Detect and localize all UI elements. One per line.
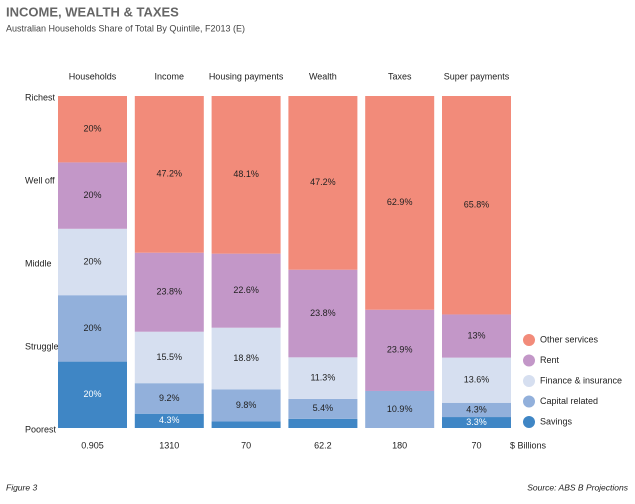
bar-segment (442, 96, 511, 315)
column-header: Income (155, 71, 185, 81)
legend-label: Capital related (540, 396, 598, 406)
bar-segment (134, 413, 204, 428)
figure-label: Figure 3 (6, 482, 37, 492)
bar-segment (288, 96, 358, 270)
bar-segment (288, 357, 358, 399)
value-label: 22.6% (233, 285, 259, 295)
bar-segment (442, 314, 511, 358)
bar-segment (442, 357, 511, 403)
source: Source: ABS B Projections (527, 482, 629, 492)
value-label: 4.3% (466, 404, 487, 414)
bar-segment (442, 417, 511, 428)
value-label: 13% (467, 330, 485, 340)
bar-segment (365, 390, 435, 428)
column-total: 0.905 (81, 440, 104, 450)
column-header: Wealth (309, 71, 337, 81)
legend-swatch (523, 375, 535, 387)
quintile-label: Well off (25, 175, 55, 185)
legend-swatch (523, 395, 535, 408)
bar-segment (288, 418, 358, 428)
column-header: Households (69, 71, 117, 81)
legend-label: Other services (540, 334, 599, 344)
column-header: Super payments (444, 71, 510, 81)
value-label: 20% (83, 124, 101, 134)
bar-segment (58, 228, 127, 296)
value-label: 47.2% (157, 169, 183, 179)
quintile-label: Struggle (25, 341, 59, 351)
quintile-label: Middle (25, 258, 52, 268)
totals-unit: $ Billions (510, 440, 547, 450)
value-label: 9.2% (159, 393, 180, 403)
quintile-label: Poorest (25, 424, 57, 434)
quintile-label: Richest (25, 92, 56, 102)
value-label: 3.3% (466, 417, 487, 427)
value-label: 20% (83, 323, 101, 333)
value-label: 10.9% (387, 404, 413, 414)
value-label: 11.3% (310, 373, 335, 383)
value-label: 4.3% (159, 415, 180, 425)
bar-segment (211, 389, 281, 422)
bar-segment (58, 295, 127, 362)
column-total: 180 (392, 440, 407, 450)
bar-segment (288, 398, 358, 419)
chart-subtitle: Australian Households Share of Total By … (6, 23, 245, 33)
bar-segment (211, 96, 281, 254)
value-label: 23.9% (387, 345, 413, 355)
value-label: 5.4% (313, 403, 334, 413)
value-label: 18.8% (233, 353, 259, 363)
column-total: 70 (241, 440, 251, 450)
bar-segment (211, 421, 281, 428)
chart-title: INCOME, WEALTH & TAXES (6, 4, 179, 19)
bar-segment (134, 252, 204, 332)
legend-label: Rent (540, 355, 560, 365)
legend-label: Savings (540, 416, 573, 426)
value-label: 13.6% (464, 375, 490, 385)
column-total: 1310 (159, 440, 179, 450)
bar-segment (211, 327, 281, 390)
column-header: Housing payments (209, 71, 284, 81)
bar-segment (365, 96, 435, 310)
value-label: 15.5% (157, 352, 183, 362)
value-label: 20% (83, 190, 101, 200)
bar-segment (134, 331, 204, 384)
bar-segment (134, 96, 204, 253)
bar-segment (58, 162, 127, 229)
column-header: Taxes (388, 71, 412, 81)
bar-segment (442, 402, 511, 418)
value-label: 23.8% (310, 308, 336, 318)
column-total: 70 (471, 440, 481, 450)
value-label: 9.8% (236, 400, 257, 410)
bar-segment (211, 253, 281, 328)
value-label: 48.1% (233, 169, 259, 179)
value-label: 47.2% (310, 177, 336, 187)
bar-segment (58, 96, 127, 163)
bar-segment (365, 309, 435, 391)
bar-segment (134, 383, 204, 414)
value-label: 20% (83, 389, 101, 399)
legend-swatch (523, 416, 535, 428)
value-label: 65.8% (464, 200, 490, 210)
bar-segment (58, 361, 127, 428)
value-label: 20% (83, 256, 101, 266)
bar-segment (288, 269, 358, 358)
value-label: 23.8% (157, 287, 183, 297)
column-total: 62.2 (314, 440, 332, 450)
legend-swatch (523, 354, 535, 367)
legend-swatch (523, 334, 535, 346)
legend-label: Finance & insurance (540, 375, 622, 385)
value-label: 62.9% (387, 197, 413, 207)
